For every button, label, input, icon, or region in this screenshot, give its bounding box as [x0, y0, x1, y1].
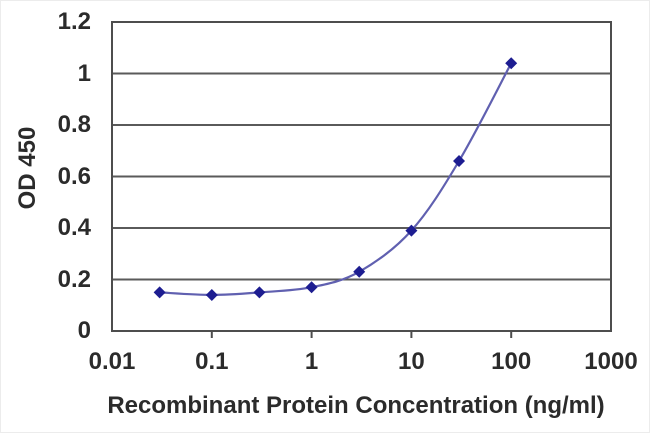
data-point-marker: [153, 286, 166, 299]
data-point-marker: [205, 288, 218, 301]
x-axis-title: Recombinant Protein Concentration (ng/ml…: [107, 392, 605, 419]
data-point-marker: [305, 281, 318, 294]
data-point-marker: [405, 224, 418, 237]
data-point-marker: [353, 265, 366, 278]
data-point-marker: [253, 286, 266, 299]
data-point-marker: [453, 155, 466, 168]
data-curve: [158, 62, 513, 297]
plot-border: [111, 21, 612, 332]
y-axis-title: OD 450: [14, 126, 41, 210]
data-point-marker: [505, 57, 518, 70]
